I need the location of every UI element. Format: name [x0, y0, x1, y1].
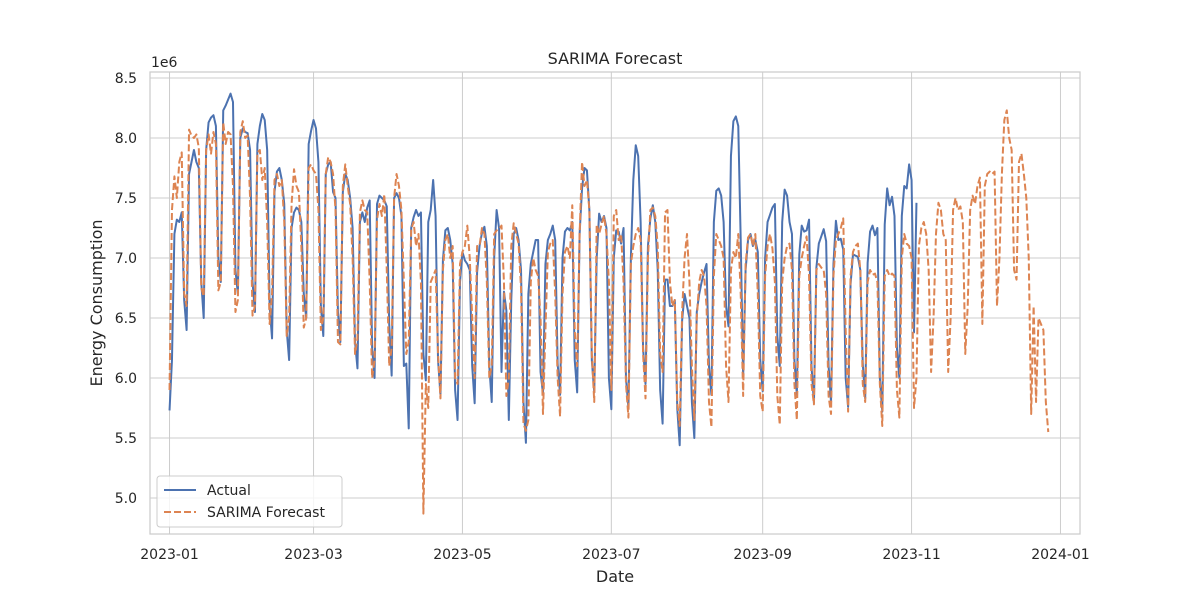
y-axis-offset-label: 1e6: [151, 55, 178, 71]
y-axis-label: Energy Consumption: [87, 219, 106, 386]
y-tick-label: 7.0: [115, 251, 137, 267]
x-tick-label: 2024-01: [1031, 547, 1090, 563]
legend-frame: [156, 475, 343, 528]
series-lines: [168, 92, 1050, 515]
x-tick-label: 2023-05: [433, 547, 492, 563]
y-tick-label: 6.5: [115, 311, 137, 327]
y-tick-label: 6.0: [115, 371, 137, 387]
y-axis-ticks: 5.0 5.5 6.0 6.5 7.0 7.5 8.0 8.5: [115, 71, 137, 507]
y-tick-label: 5.5: [115, 431, 137, 447]
legend-label-sarima-forecast: SARIMA Forecast: [207, 505, 325, 521]
x-axis-label: Date: [596, 567, 634, 586]
y-tick-label: 8.5: [115, 71, 137, 87]
x-tick-label: 2023-09: [733, 547, 792, 563]
x-tick-label: 2023-03: [284, 547, 343, 563]
y-tick-label: 5.0: [115, 491, 137, 507]
series-line-sarima-forecast: [168, 109, 1050, 515]
legend-label-actual: Actual: [207, 483, 251, 499]
x-tick-label: 2023-11: [882, 547, 941, 563]
plot-area-frame: [149, 71, 1081, 535]
chart-title: SARIMA Forecast: [548, 49, 683, 68]
x-axis-ticks: 2023-01 2023-03 2023-05 2023-07 2023-09 2023-…: [140, 547, 1089, 563]
y-tick-label: 7.5: [115, 191, 137, 207]
x-tick-label: 2023-07: [582, 547, 641, 563]
y-tick-label: 8.0: [115, 131, 137, 147]
legend: Actual SARIMA Forecast: [156, 475, 343, 528]
x-tick-label: 2023-01: [140, 547, 199, 563]
